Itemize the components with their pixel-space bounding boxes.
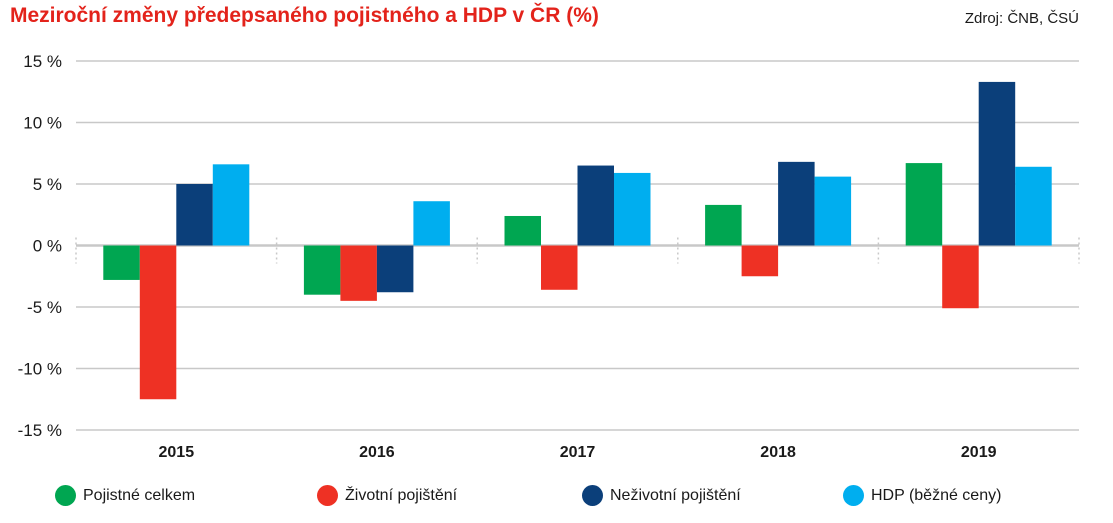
chart-title: Meziroční změny předepsaného pojistného … [10,4,599,27]
bar-2018-series-2 [741,245,779,277]
bar-2017-series-2 [541,245,578,290]
y-tick-label: -15 % [18,421,62,440]
bar-2017-series-1 [504,215,541,246]
y-tick-label: 5 % [33,175,62,194]
y-tick-label: -5 % [27,298,62,317]
y-tick-label: -10 % [18,360,62,379]
bar-2016-series-4 [413,201,450,246]
bar-2016-series-1 [303,245,341,295]
legend-swatch [55,485,76,506]
bar-2019-series-3 [978,81,1016,246]
bar-2016-series-2 [340,245,377,301]
legend: Pojistné celkem Životní pojištění Neživotn… [0,483,1113,513]
bar-chart: 15 %10 %5 %0 %-5 %-10 %-15 % 2015 2016 201… [18,52,1080,461]
legend-item: Neživotní pojištění [582,485,741,506]
bar-2015-series-4 [212,164,250,246]
legend-label: HDP (běžné ceny) [871,486,1002,504]
legend-swatch [317,485,338,506]
y-tick-label: 15 % [23,52,62,71]
bar-2015-series-3 [176,184,213,246]
bar-2017-series-3 [577,165,614,246]
x-category-label: 2017 [560,444,596,461]
x-category-label: 2018 [760,444,796,461]
bar-2019-series-1 [905,163,943,246]
y-axis-ticks: 15 % 10 % 5 % 0 % -5 % -10 % -15 % [18,52,62,440]
bar-2017-series-4 [614,172,651,246]
legend-label: Životní pojištění [345,486,458,504]
bar-2019-series-4 [1015,166,1052,246]
x-category-label: 2016 [359,444,395,461]
bars [103,81,1052,400]
x-axis-labels: 2015 2016 2017 2018 2019 [159,444,997,461]
bar-2018-series-1 [705,204,742,246]
y-tick-label: 0 % [33,237,62,256]
bar-2016-series-3 [376,245,414,293]
y-tick-label: 10 % [23,114,62,133]
source-note: Zdroj: ČNB, ČSÚ [964,10,1079,27]
bar-2019-series-2 [942,245,979,309]
legend-item: Životní pojištění [317,485,457,506]
bar-2015-series-1 [103,245,140,280]
legend-item: HDP (běžné ceny) [843,485,1001,506]
legend-swatch [843,485,864,506]
legend-label: Pojistné celkem [83,486,196,504]
bar-2018-series-4 [814,176,852,246]
x-category-label: 2015 [159,444,195,461]
bar-2015-series-2 [139,245,177,400]
x-category-label: 2019 [961,444,997,461]
legend-item: Pojistné celkem [55,485,195,506]
legend-swatch [582,485,603,506]
bar-2018-series-3 [778,161,815,246]
legend-label: Neživotní pojištění [610,486,741,504]
